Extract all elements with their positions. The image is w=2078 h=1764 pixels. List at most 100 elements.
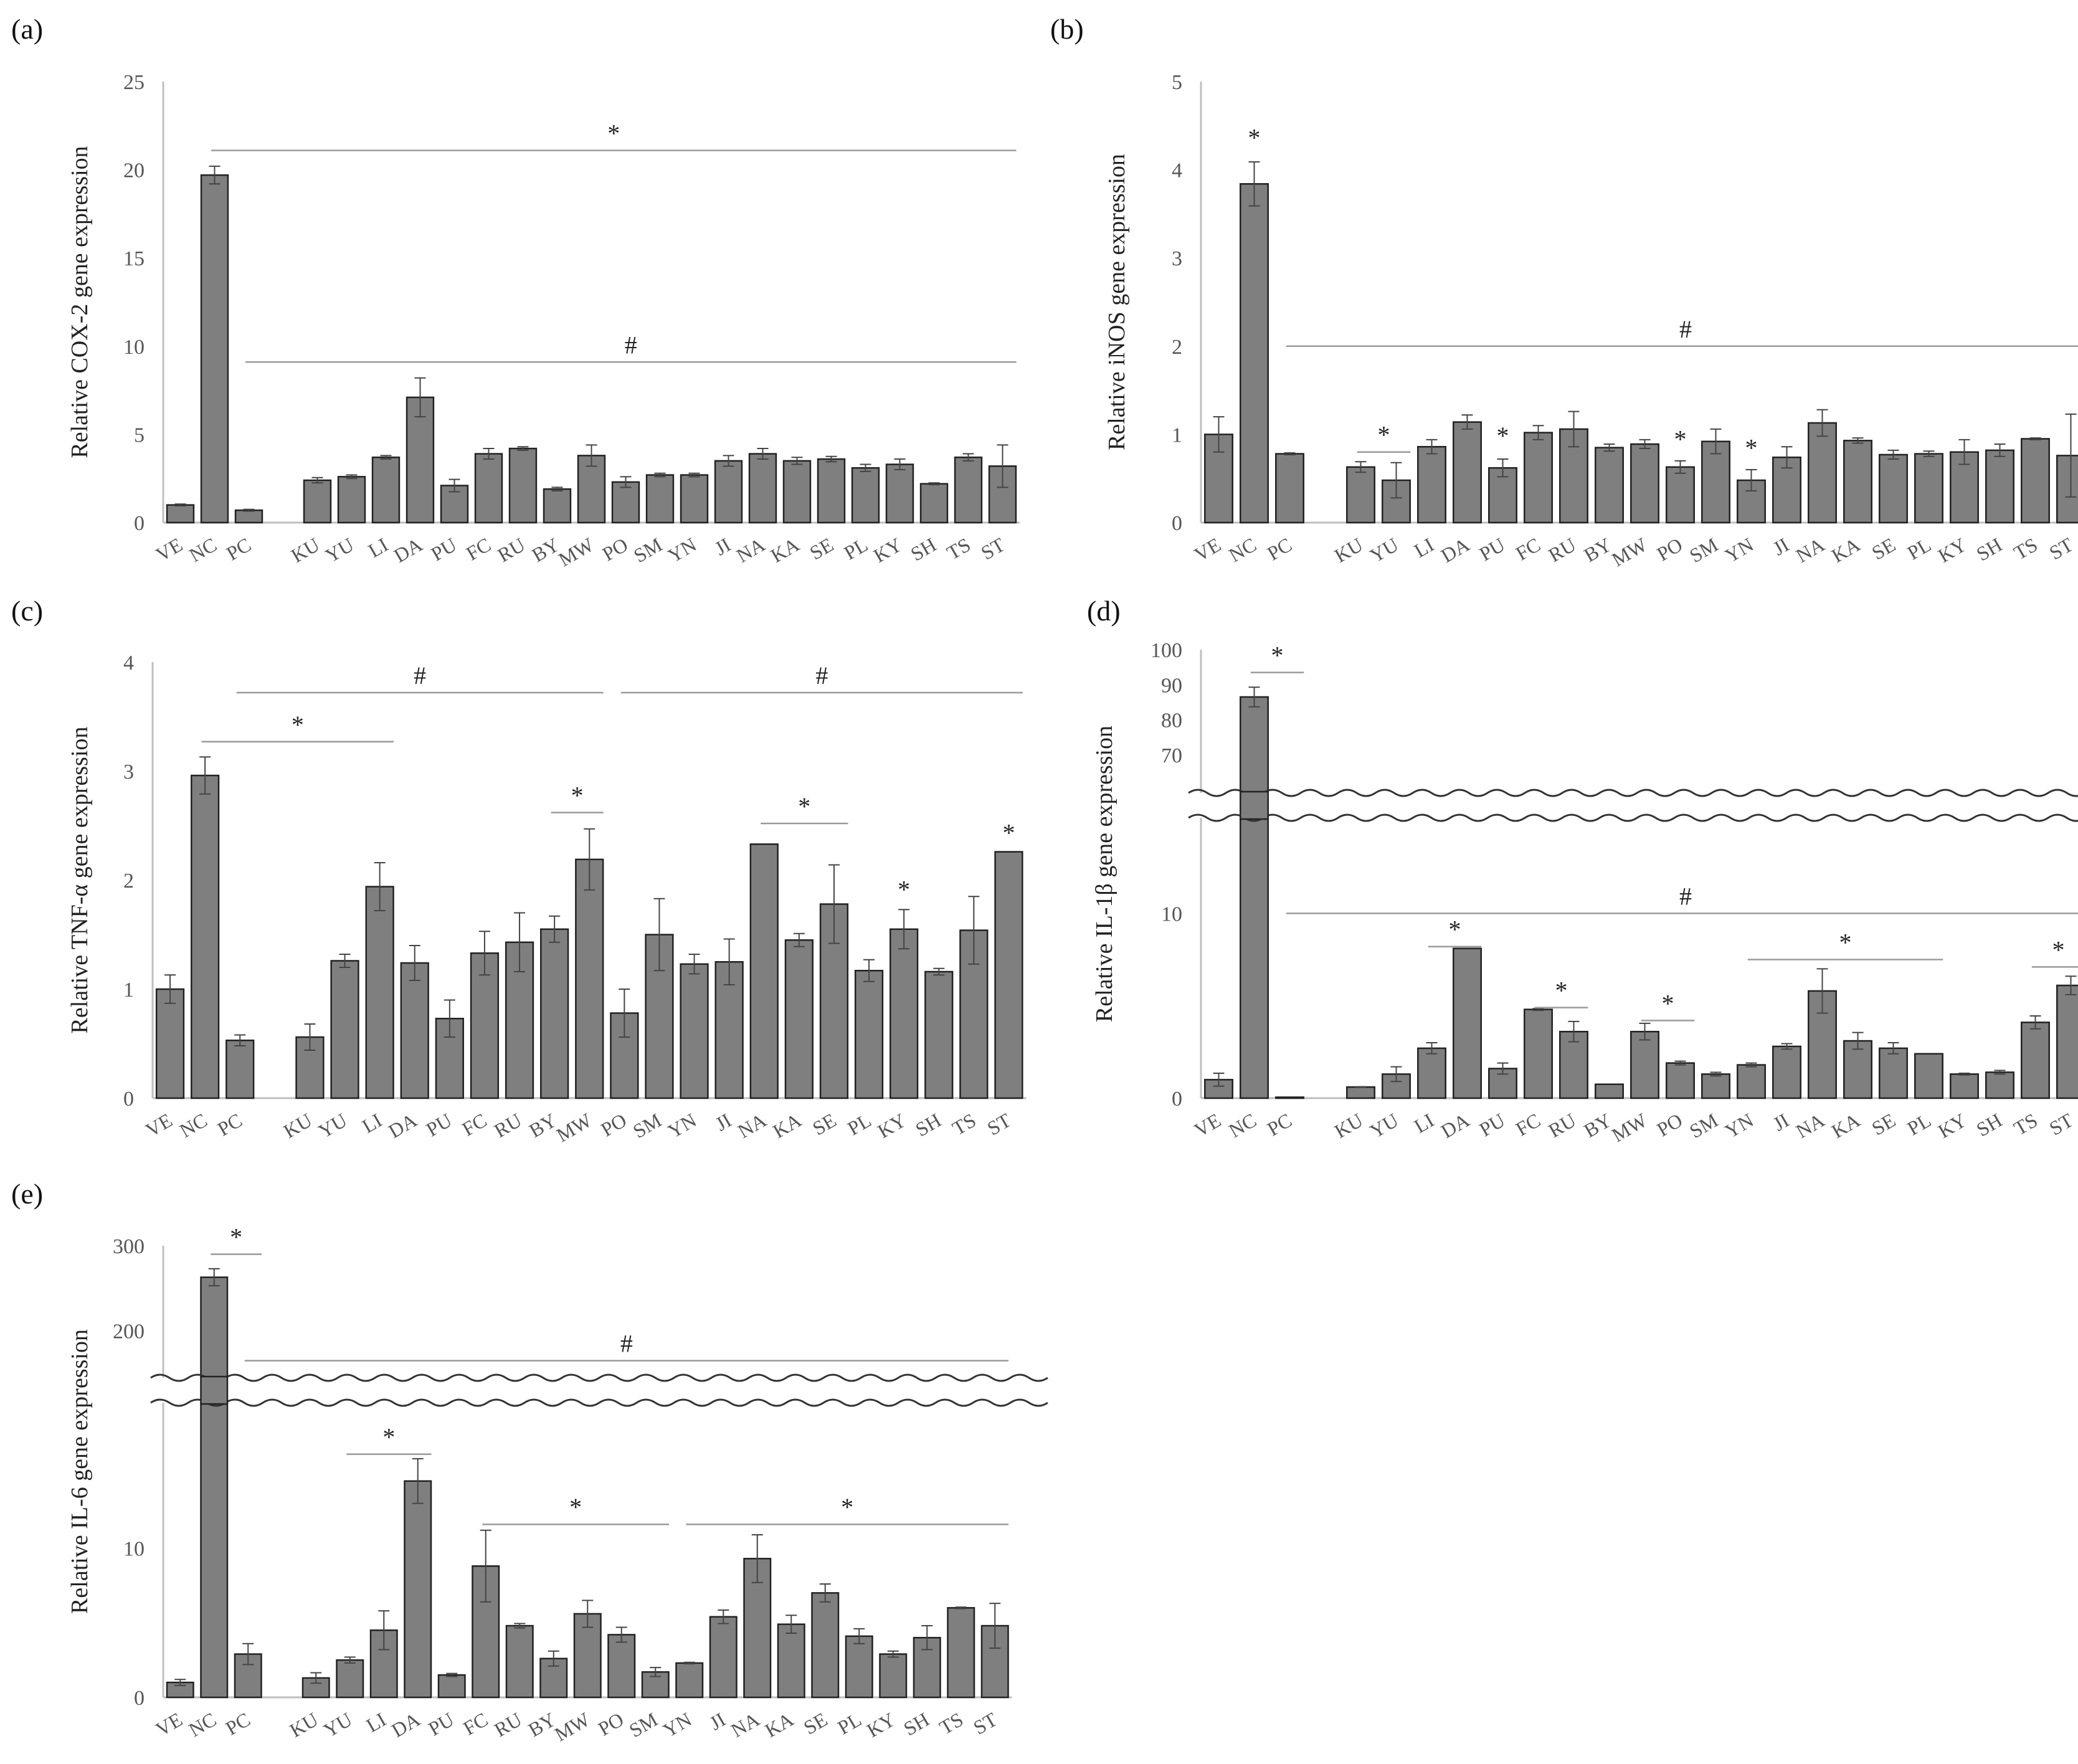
category-label: RU bbox=[490, 1109, 525, 1142]
error-bar-LI bbox=[1426, 439, 1438, 455]
significance-marker: * bbox=[1002, 819, 1015, 847]
error-bar-BY bbox=[549, 915, 561, 943]
category-label: PU bbox=[427, 533, 460, 566]
error-bar-JI bbox=[1781, 1043, 1793, 1050]
y-tick-label: 4 bbox=[123, 652, 134, 675]
bar-DA bbox=[1453, 421, 1482, 524]
error-bar-PL bbox=[853, 1628, 865, 1644]
category-label: KY bbox=[870, 533, 906, 567]
error-bar-RU bbox=[517, 446, 529, 451]
category-label: VE bbox=[152, 1708, 186, 1741]
category-label: TS bbox=[936, 1708, 967, 1739]
error-bar-KU bbox=[1355, 461, 1367, 473]
category-label: SH bbox=[1973, 1109, 2006, 1141]
category-label: KA bbox=[1828, 1109, 1864, 1142]
category-label: JI bbox=[711, 1109, 735, 1136]
y-tick-label: 300 bbox=[113, 1235, 145, 1258]
y-axis-title: Relative TNF-α gene expression bbox=[67, 726, 93, 1033]
significance-marker: * bbox=[1378, 421, 1390, 449]
error-bar-TS bbox=[968, 896, 980, 965]
bar-SE bbox=[1879, 453, 1908, 524]
bar-ST bbox=[994, 851, 1023, 1099]
bar-YN bbox=[1737, 1064, 1766, 1099]
bar-ST bbox=[2056, 455, 2078, 524]
error-bar-BY bbox=[1603, 443, 1615, 452]
category-label: RU bbox=[494, 533, 529, 566]
error-bar-PU bbox=[446, 1672, 458, 1677]
significance-marker: * bbox=[1674, 425, 1687, 453]
error-bar-RU bbox=[1568, 1020, 1580, 1043]
error-bar-KA bbox=[1852, 437, 1864, 444]
error-bar-SE bbox=[1887, 449, 1899, 460]
y-tick-label: 3 bbox=[123, 761, 134, 784]
error-bar-JI bbox=[718, 1609, 729, 1624]
error-bar-KY bbox=[1958, 439, 1970, 465]
bar-BY bbox=[540, 928, 569, 1099]
panel-letter: (c) bbox=[11, 595, 43, 627]
category-label: ST bbox=[2046, 533, 2077, 564]
bar-NA bbox=[1808, 990, 1837, 1099]
axis-break-gap bbox=[151, 1378, 1037, 1403]
error-bar-SH bbox=[1994, 443, 2006, 457]
bar-FC bbox=[474, 453, 503, 524]
category-label: PC bbox=[214, 1109, 246, 1140]
category-label: KU bbox=[287, 533, 323, 567]
error-bar-NC bbox=[199, 756, 211, 795]
error-bar-NA bbox=[751, 1534, 763, 1583]
bar-TS bbox=[947, 1607, 975, 1699]
bar-ST bbox=[988, 465, 1017, 524]
category-label: ST bbox=[969, 1708, 1001, 1739]
bar-KU bbox=[1346, 1086, 1375, 1099]
category-label: YN bbox=[664, 1109, 700, 1142]
bar-RU bbox=[508, 447, 538, 524]
error-bar-BY bbox=[551, 486, 563, 492]
significance-marker: # bbox=[1679, 882, 1692, 910]
error-bar-PO bbox=[619, 989, 630, 1038]
error-bar-SH bbox=[1994, 1069, 2006, 1075]
category-label: KU bbox=[280, 1109, 316, 1142]
category-label: PO bbox=[1653, 533, 1686, 566]
category-label: DA bbox=[1437, 533, 1473, 567]
bar-KA bbox=[782, 460, 812, 524]
bar-SE bbox=[817, 458, 846, 524]
y-tick-label: 15 bbox=[123, 247, 145, 270]
category-label: YU bbox=[321, 533, 358, 567]
axis-break-line bbox=[150, 1373, 1048, 1382]
significance-marker: * bbox=[841, 1493, 853, 1521]
category-label: SH bbox=[907, 533, 940, 566]
category-label: MW bbox=[1608, 533, 1651, 571]
y-tick-label: 0 bbox=[1172, 512, 1182, 535]
y-tick-label: 25 bbox=[123, 71, 145, 94]
category-label: PO bbox=[599, 533, 632, 566]
error-bar-SM bbox=[653, 898, 665, 972]
bar-SE bbox=[811, 1592, 840, 1699]
bar-PO bbox=[607, 1634, 636, 1699]
bar-BY bbox=[543, 488, 572, 524]
category-label: YU bbox=[1366, 533, 1402, 567]
category-label: DA bbox=[390, 533, 426, 567]
category-label: VE bbox=[1190, 1109, 1225, 1142]
error-bar-FC bbox=[483, 448, 495, 460]
error-bar-VE bbox=[164, 974, 176, 1004]
bar-BY bbox=[1595, 447, 1624, 524]
y-tick-label: 5 bbox=[134, 424, 145, 447]
error-bar-ST bbox=[2065, 975, 2077, 995]
error-bar-JI bbox=[1781, 446, 1793, 469]
category-label: YN bbox=[1721, 1109, 1757, 1142]
category-label: SM bbox=[629, 1109, 665, 1142]
panel-c: (c) 0 1 2 3 4 Relative TNF-α gene expression VE… bbox=[11, 595, 1027, 1146]
significance-marker: # bbox=[815, 662, 828, 690]
category-label: SE bbox=[1868, 533, 1899, 564]
panel-d: (d) 0 10 70 80 90 100 Relative IL-1β gene expre… bbox=[1087, 595, 2078, 1146]
category-label: LI bbox=[363, 1708, 390, 1737]
y-tick-label: 10 bbox=[123, 1538, 145, 1561]
bar-DA bbox=[406, 396, 435, 524]
bar-SH bbox=[919, 483, 949, 524]
error-bar-VE bbox=[174, 1679, 186, 1686]
error-bar-SE bbox=[819, 1583, 831, 1603]
bar-LI bbox=[1417, 1047, 1446, 1099]
category-label: PC bbox=[1263, 533, 1296, 565]
category-label: YU bbox=[315, 1109, 351, 1142]
category-label: KY bbox=[874, 1109, 910, 1142]
category-label: MW bbox=[551, 1707, 594, 1745]
